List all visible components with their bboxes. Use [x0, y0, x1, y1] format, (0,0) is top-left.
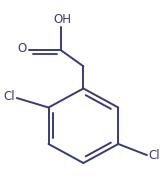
Text: O: O: [17, 42, 26, 55]
Text: Cl: Cl: [4, 90, 15, 103]
Text: OH: OH: [54, 13, 72, 26]
Text: Cl: Cl: [148, 149, 160, 162]
